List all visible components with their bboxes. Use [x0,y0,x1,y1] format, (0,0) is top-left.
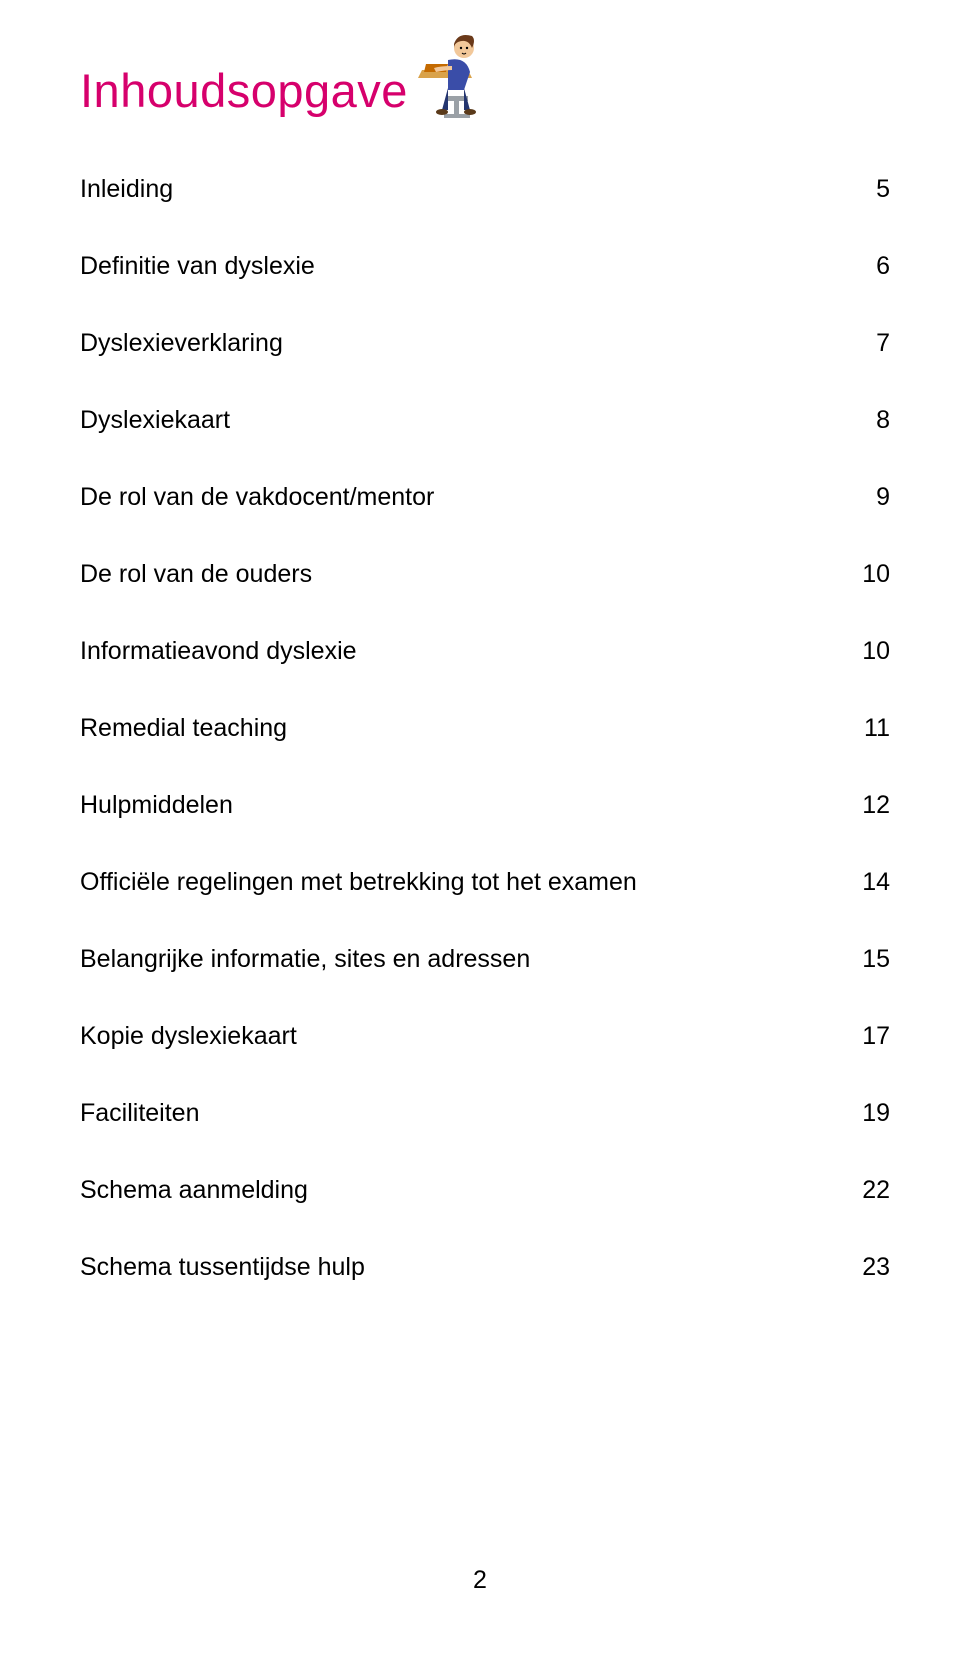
document-page: Inhoudsopgave [0,0,960,1655]
toc-item-page: 9 [830,482,890,512]
toc-item-label: Hulpmiddelen [80,790,830,820]
toc-row: Dyslexieverklaring 7 [80,328,890,358]
table-of-contents: Inleiding 5 Definitie van dyslexie 6 Dys… [80,174,890,1282]
toc-row: Dyslexiekaart 8 [80,405,890,435]
toc-item-label: Remedial teaching [80,713,830,743]
toc-row: Belangrijke informatie, sites en adresse… [80,944,890,974]
toc-item-page: 5 [830,174,890,204]
toc-row: Inleiding 5 [80,174,890,204]
toc-item-label: Kopie dyslexiekaart [80,1021,830,1051]
toc-row: Officiële regelingen met betrekking tot … [80,867,890,897]
toc-row: Remedial teaching 11 [80,713,890,743]
toc-item-page: 11 [830,713,890,743]
toc-item-page: 23 [830,1252,890,1282]
toc-item-label: Definitie van dyslexie [80,251,830,281]
toc-row: Schema tussentijdse hulp 23 [80,1252,890,1282]
toc-item-label: Dyslexiekaart [80,405,830,435]
toc-item-page: 14 [830,867,890,897]
toc-item-label: Informatieavond dyslexie [80,636,830,666]
toc-item-page: 10 [830,559,890,589]
toc-item-label: De rol van de vakdocent/mentor [80,482,830,512]
toc-item-label: Inleiding [80,174,830,204]
toc-row: Hulpmiddelen 12 [80,790,890,820]
toc-item-label: Dyslexieverklaring [80,328,830,358]
student-at-desk-icon [418,26,492,120]
toc-row: Informatieavond dyslexie 10 [80,636,890,666]
page-heading-row: Inhoudsopgave [80,26,890,118]
toc-item-page: 22 [830,1175,890,1205]
toc-item-label: Officiële regelingen met betrekking tot … [80,867,830,897]
page-title: Inhoudsopgave [80,63,408,118]
toc-item-label: Schema tussentijdse hulp [80,1252,830,1282]
toc-row: De rol van de vakdocent/mentor 9 [80,482,890,512]
toc-row: De rol van de ouders 10 [80,559,890,589]
toc-row: Schema aanmelding 22 [80,1175,890,1205]
toc-row: Definitie van dyslexie 6 [80,251,890,281]
toc-item-page: 8 [830,405,890,435]
toc-item-label: Schema aanmelding [80,1175,830,1205]
toc-item-page: 7 [830,328,890,358]
page-number: 2 [0,1566,960,1595]
toc-item-page: 19 [830,1098,890,1128]
toc-item-page: 6 [830,251,890,281]
toc-row: Faciliteiten 19 [80,1098,890,1128]
toc-item-label: Belangrijke informatie, sites en adresse… [80,944,830,974]
toc-item-label: De rol van de ouders [80,559,830,589]
toc-item-page: 12 [830,790,890,820]
toc-item-page: 17 [830,1021,890,1051]
toc-item-page: 15 [830,944,890,974]
toc-item-page: 10 [830,636,890,666]
toc-row: Kopie dyslexiekaart 17 [80,1021,890,1051]
toc-item-label: Faciliteiten [80,1098,830,1128]
